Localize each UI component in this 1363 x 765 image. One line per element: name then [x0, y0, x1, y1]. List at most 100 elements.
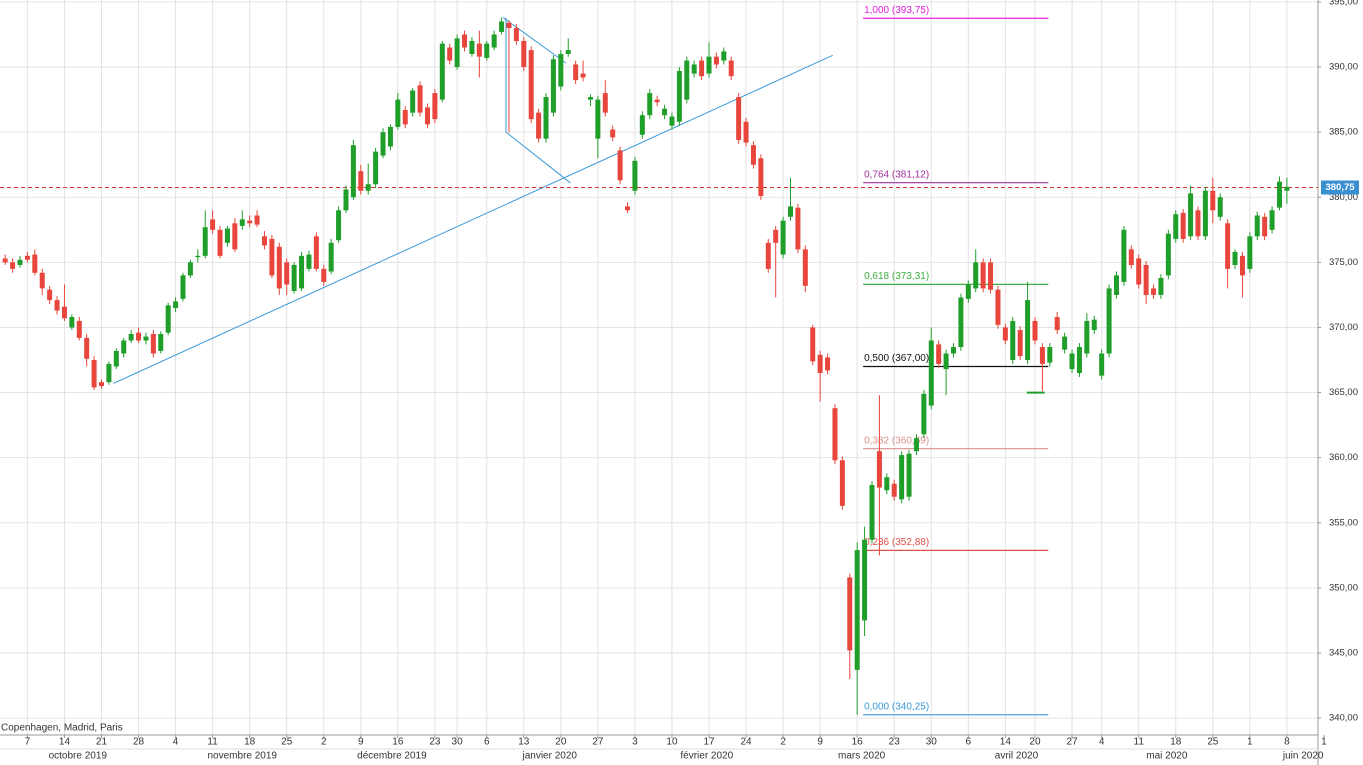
candle-body — [1121, 229, 1127, 282]
candle-body — [995, 289, 1001, 325]
candle-body — [728, 60, 734, 77]
candle-body — [980, 262, 986, 289]
month-label: décembre 2019 — [357, 751, 427, 762]
x-tick-label: 1 — [1321, 737, 1327, 748]
x-tick-label: 30 — [926, 737, 938, 748]
month-label: mars 2020 — [838, 751, 886, 762]
candle-body — [47, 289, 53, 301]
candle-body — [128, 333, 134, 341]
candle-body — [550, 59, 556, 113]
x-tick-label: 20 — [1029, 737, 1041, 748]
candle-body — [773, 229, 779, 243]
candle-body — [343, 189, 349, 211]
candle-body — [232, 223, 238, 250]
candle-body — [491, 34, 497, 48]
candle-body — [1254, 215, 1260, 237]
candle-body — [462, 34, 468, 48]
candle-body — [1091, 319, 1097, 331]
candle-body — [1032, 320, 1038, 341]
y-tick-label: 365,00 — [1329, 387, 1358, 398]
candle-body — [1269, 210, 1275, 230]
candle-body — [780, 220, 786, 255]
candle-body — [899, 455, 905, 500]
month-label: juin 2020 — [1282, 751, 1324, 762]
candle-body — [906, 453, 912, 497]
candle-body — [187, 262, 193, 276]
candle-body — [891, 483, 897, 497]
candle-body — [876, 451, 882, 488]
x-tick-label: 3 — [632, 737, 638, 748]
x-tick-label: 23 — [429, 737, 441, 748]
candle-body — [936, 344, 942, 364]
candle-body — [98, 382, 104, 387]
x-tick-label: 18 — [244, 737, 256, 748]
trend-line — [502, 17, 567, 64]
x-tick-label: 17 — [703, 737, 715, 748]
x-tick-label: 9 — [358, 737, 364, 748]
candle-body — [713, 56, 719, 65]
candle-body — [817, 354, 823, 374]
candle-body — [750, 145, 756, 165]
candle-body — [143, 336, 149, 341]
candle-body — [1039, 346, 1045, 364]
candle-body — [1276, 181, 1282, 208]
candle-body — [1062, 336, 1068, 350]
candle-body — [1247, 236, 1253, 269]
candle-body — [380, 132, 386, 156]
candle-body — [321, 268, 327, 282]
candle-body — [39, 272, 45, 289]
candle-body — [91, 360, 97, 388]
y-tick-label: 345,00 — [1329, 647, 1358, 658]
candle-body — [1262, 216, 1268, 237]
y-tick-label: 355,00 — [1329, 517, 1358, 528]
candle-body — [662, 108, 668, 116]
candle-body — [61, 306, 67, 319]
candle-body — [913, 438, 919, 452]
candle-body — [632, 160, 638, 191]
x-tick-label: 24 — [740, 737, 752, 748]
candle-body — [610, 129, 616, 138]
candle-body — [1210, 190, 1216, 211]
candle-body — [595, 99, 601, 139]
candle-body — [988, 262, 994, 290]
x-tick-label: 10 — [666, 737, 678, 748]
candle-body — [706, 56, 712, 74]
candle-body — [825, 357, 831, 371]
candle-body — [869, 485, 875, 540]
candle-body — [721, 51, 727, 61]
candle-body — [513, 27, 519, 42]
candle-body — [173, 301, 179, 308]
candle-body — [580, 73, 586, 78]
candle-body — [291, 264, 297, 292]
candle-body — [17, 259, 23, 265]
candle-body — [424, 107, 430, 125]
candle-body — [625, 206, 631, 211]
candle-body — [84, 337, 90, 359]
x-tick-label: 6 — [966, 737, 972, 748]
candle-body — [32, 254, 38, 273]
candle-body — [684, 60, 690, 100]
candle-body — [839, 460, 845, 506]
x-tick-label: 4 — [1099, 737, 1105, 748]
last-price-box — [1321, 180, 1359, 195]
candle-body — [1113, 275, 1119, 295]
candle-body — [336, 210, 342, 241]
candle-body — [736, 97, 742, 140]
candle-body — [506, 22, 512, 28]
candle-body — [195, 255, 201, 258]
candle-body — [1239, 255, 1245, 276]
fib-label: 0,618 (373,31) — [864, 271, 929, 282]
candle-body — [1128, 249, 1134, 265]
x-tick-label: 27 — [592, 737, 604, 748]
candle-body — [224, 228, 230, 243]
candle-body — [810, 327, 816, 362]
x-tick-label: 14 — [59, 737, 71, 748]
candle-body — [1284, 186, 1290, 191]
candle-body — [1002, 327, 1008, 341]
candle-body — [261, 236, 267, 246]
candle-body — [958, 297, 964, 347]
candle-body — [587, 97, 593, 100]
x-tick-label: 23 — [889, 737, 901, 748]
